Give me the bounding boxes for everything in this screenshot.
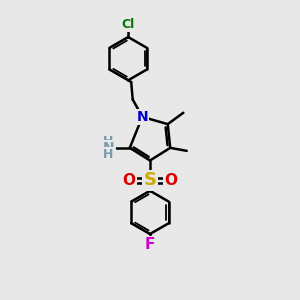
Text: N: N: [103, 141, 115, 155]
Text: F: F: [145, 237, 155, 252]
Text: O: O: [164, 173, 178, 188]
Text: S: S: [143, 171, 157, 189]
Text: N: N: [136, 110, 148, 124]
Text: H: H: [103, 148, 113, 161]
Text: Cl: Cl: [122, 18, 135, 31]
Text: H: H: [103, 135, 113, 148]
Text: O: O: [122, 173, 136, 188]
